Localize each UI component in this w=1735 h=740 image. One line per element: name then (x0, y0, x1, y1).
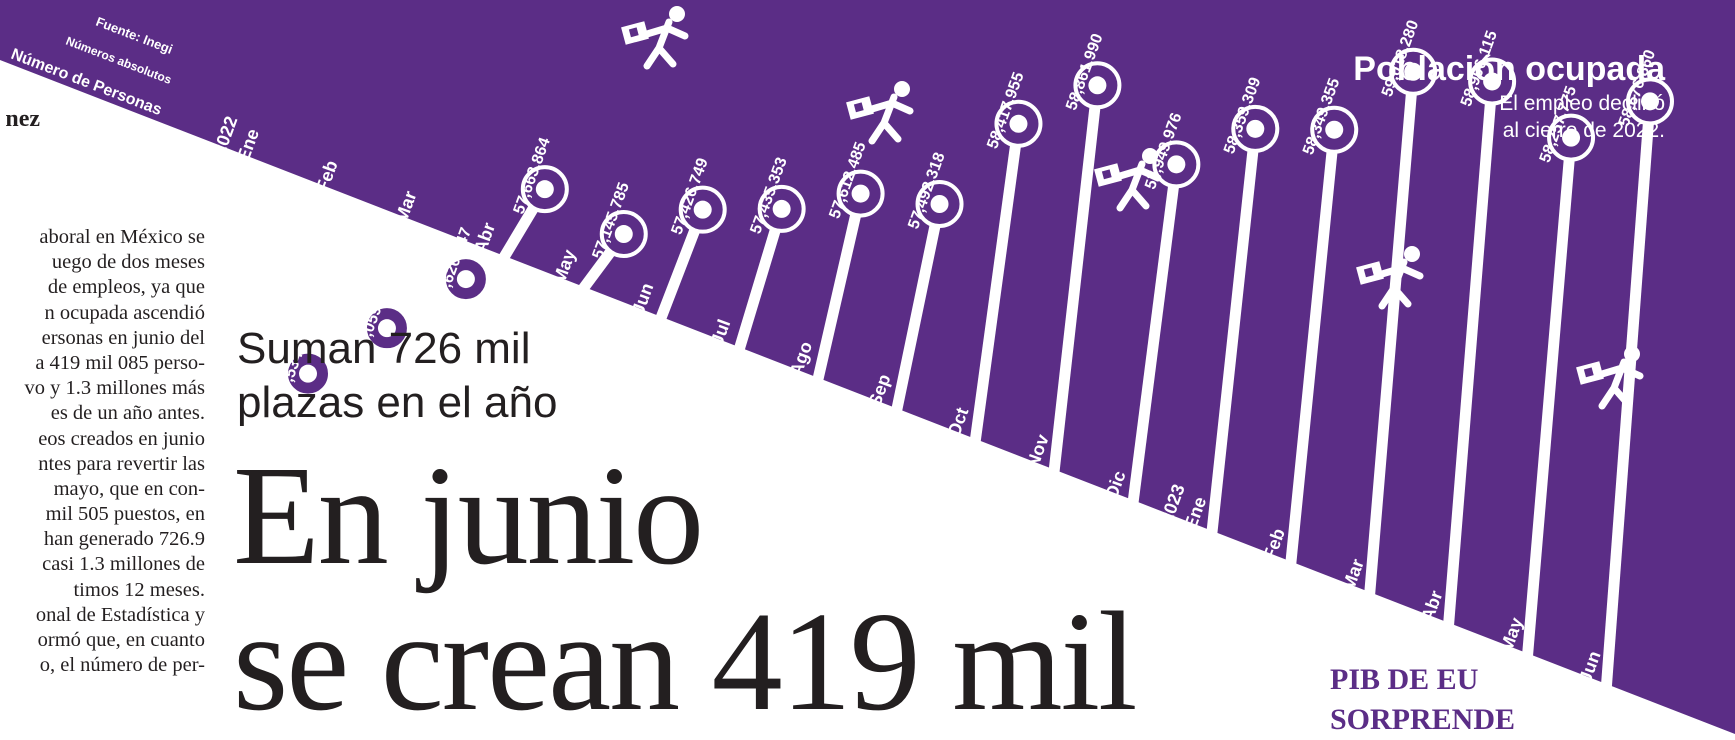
month-label-2: Mar (391, 188, 421, 225)
month-label-5: Jun (628, 280, 658, 317)
month-label-6: Jul (707, 317, 735, 348)
chart-title-block: Población ocupada El empleo declinó al c… (1353, 48, 1665, 144)
chart-title: Población ocupada (1353, 50, 1665, 88)
article-body-line: o, el número de per- (39, 654, 205, 677)
article-body-line: vo y 1.3 millones más (24, 377, 205, 400)
article-body-line: es de un año antes. (50, 402, 205, 425)
article-body-line: casi 1.3 millones de (42, 553, 205, 576)
stem-9 (969, 123, 1024, 448)
article-body-line: aboral en México se (39, 226, 205, 248)
stem-17 (1600, 100, 1656, 693)
marker-dot-10 (1088, 76, 1107, 95)
marker-dot-11 (1167, 155, 1186, 174)
marker-dot-6 (772, 199, 791, 218)
article-body-line: ntes para revertir las (38, 452, 205, 475)
stem-11 (1126, 163, 1182, 509)
article-body: aboral en México se uego de dos meses de e… (0, 225, 205, 678)
marker-dot-13 (1325, 120, 1344, 139)
marker-dot-1 (377, 319, 396, 338)
marker-dot-15 (1483, 72, 1502, 91)
stem-14 (1363, 71, 1419, 601)
byline: nez (5, 106, 40, 132)
teaser: PIB DE EU SORPRENDE (1330, 660, 1515, 740)
stem-8 (890, 202, 945, 418)
running-worker-icon (1094, 148, 1162, 212)
stem-15 (1442, 81, 1498, 631)
article-body-line: onal de Estadística y (35, 603, 205, 626)
headline-line-2: se crean 419 mil (233, 582, 1138, 740)
kicker: Suman 726 mil plazas en el año (237, 324, 558, 427)
headline-line-1: En junio (233, 436, 704, 594)
month-label-16: May (1496, 615, 1527, 655)
marker-dot-0 (299, 364, 317, 383)
running-worker-icon (1576, 346, 1644, 410)
article-body-line: ersonas en junio del (41, 326, 205, 349)
article-body-line: uego de dos meses (51, 251, 205, 274)
stem-13 (1284, 129, 1340, 570)
month-label-14: Mar (1338, 556, 1368, 593)
marker-dot-14 (1404, 62, 1423, 81)
month-label-10: Nov (1022, 432, 1052, 471)
article-body-line: timos 12 meses. (73, 578, 205, 601)
stem-6 (732, 207, 787, 357)
stem-0 (258, 169, 314, 375)
chart-subtitle: El empleo declinó al cierre de 2022. (1499, 92, 1665, 142)
teaser-line-1: PIB DE EU (1330, 663, 1479, 696)
month-label-1: Feb (312, 158, 342, 195)
marker-dot-3 (535, 180, 554, 199)
article-body-line: eos creados en junio (38, 427, 205, 450)
article-body-line: a 419 mil 085 perso- (35, 351, 205, 374)
stem-12 (1205, 128, 1261, 540)
article-body-line: ormó que, en cuanto (37, 629, 205, 651)
stem-7 (811, 192, 866, 387)
running-worker-icon (1356, 246, 1424, 310)
stem-16 (1521, 137, 1577, 662)
month-label-3: Abr (470, 220, 499, 256)
month-label-7: Ago (786, 339, 817, 379)
month-label-0: Ene (233, 126, 263, 164)
marker-dot-4 (614, 225, 633, 244)
month-label-15: Abr (1417, 588, 1446, 624)
marker-dot-8 (930, 194, 949, 213)
article-body-line: de empleos, ya que (47, 276, 205, 299)
month-label-4: May (549, 247, 580, 287)
marker-dot-12 (1246, 119, 1265, 138)
running-worker-icon (846, 81, 914, 145)
month-label-8: Sep (864, 371, 894, 409)
marker-dot-2 (456, 270, 475, 289)
article-body-line: han generado 726.9 (43, 528, 205, 551)
running-worker-icon (621, 6, 689, 70)
article-body-line: mayo, que en con- (53, 477, 205, 500)
marker-dot-9 (1009, 114, 1028, 133)
marker-dot-5 (693, 200, 712, 219)
article-body-line: n ocupada ascendió (44, 301, 205, 324)
marker-dot-17 (1641, 92, 1659, 111)
marker-dot-16 (1562, 128, 1581, 147)
stem-10 (1047, 84, 1103, 478)
month-label-17: Jun (1575, 648, 1605, 685)
month-label-11: Dic (1101, 468, 1129, 501)
article-body-line: mil 505 puestos, en (45, 503, 205, 526)
teaser-line-2: SORPRENDE (1330, 703, 1516, 736)
marker-dot-7 (851, 184, 870, 203)
month-label-13: Feb (1259, 526, 1289, 563)
month-label-12: Ene (1180, 494, 1210, 532)
month-label-9: Oct (943, 405, 972, 440)
